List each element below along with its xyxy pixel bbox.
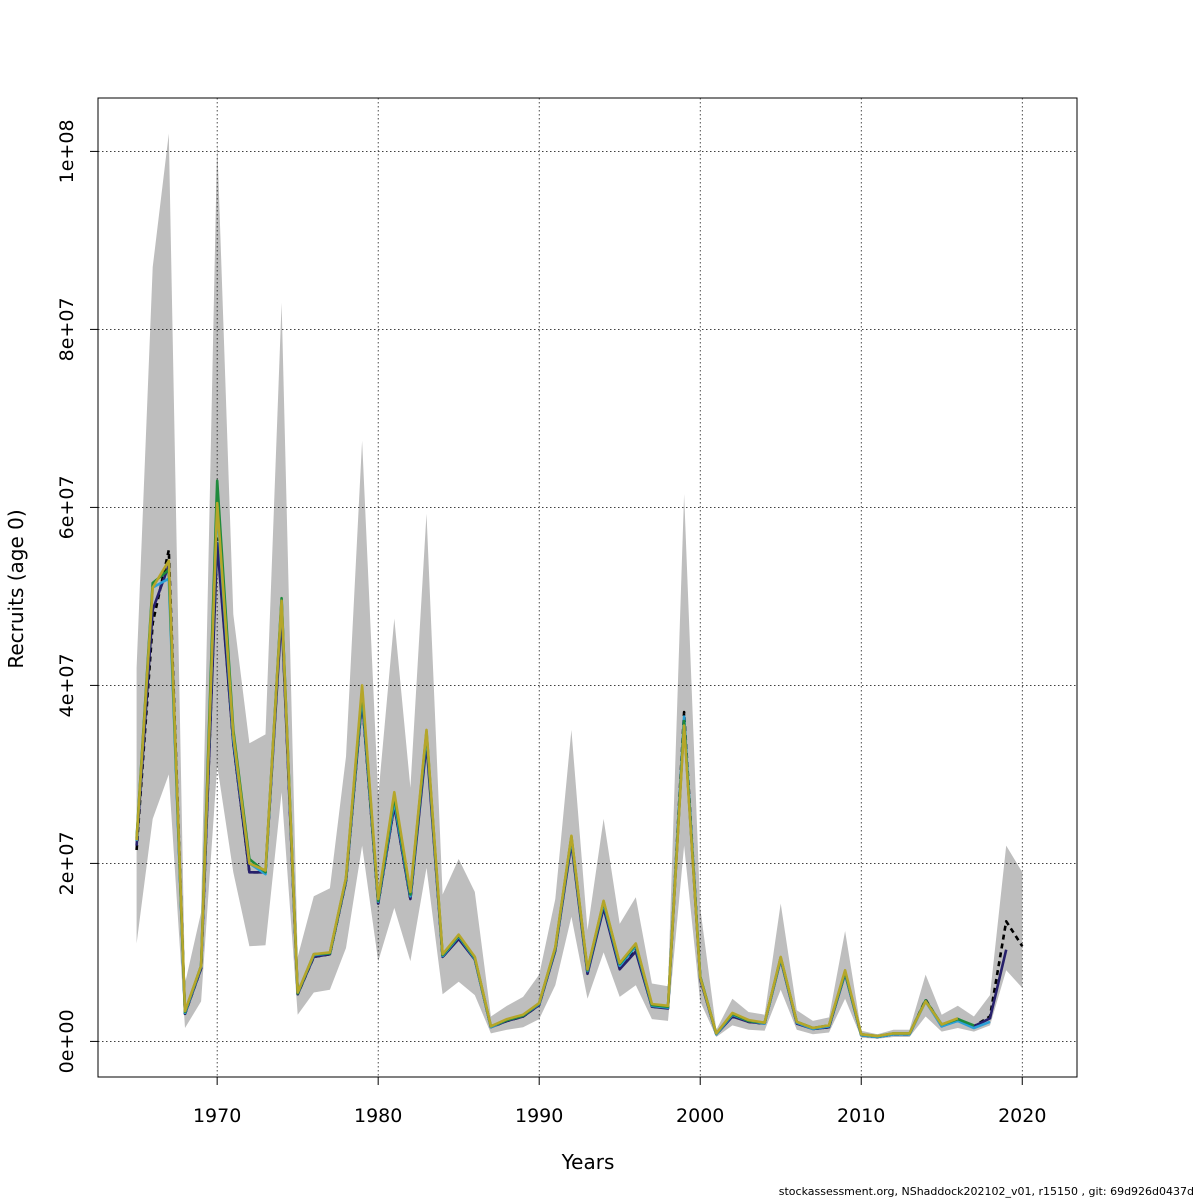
- confidence-band: [136, 133, 1023, 1039]
- x-tick-label: 2010: [837, 1105, 885, 1127]
- x-tick-label: 1990: [515, 1105, 563, 1127]
- series-layer: [135, 479, 1024, 1039]
- x-tick-label: 2000: [676, 1105, 724, 1127]
- y-axis: 0e+00 2e+07 4e+07 6e+07 8e+07 1e+08: [56, 119, 98, 1073]
- grid-layer: [98, 98, 1077, 1077]
- x-axis-title: Years: [561, 1150, 615, 1174]
- y-tick-label: 2e+07: [56, 831, 78, 895]
- y-axis-title: Recruits (age 0): [4, 509, 28, 668]
- x-tick-label: 2020: [998, 1105, 1046, 1127]
- footer-credit: stockassessment.org, NShaddock202102_v01…: [778, 1185, 1194, 1198]
- plot-frame: [97, 97, 1078, 1078]
- series-line-5: [135, 501, 959, 1038]
- y-tick-label: 1e+08: [56, 119, 78, 183]
- x-axis: 1970 1980 1990 2000 2010 2020: [193, 1077, 1046, 1127]
- x-tick-label: 1980: [354, 1105, 402, 1127]
- y-tick-label: 6e+07: [56, 475, 78, 539]
- y-tick-label: 0e+00: [56, 1009, 78, 1073]
- x-tick-label: 1970: [193, 1105, 241, 1127]
- y-tick-label: 4e+07: [56, 653, 78, 717]
- y-tick-label: 8e+07: [56, 297, 78, 361]
- confidence-band-layer: [136, 133, 1023, 1039]
